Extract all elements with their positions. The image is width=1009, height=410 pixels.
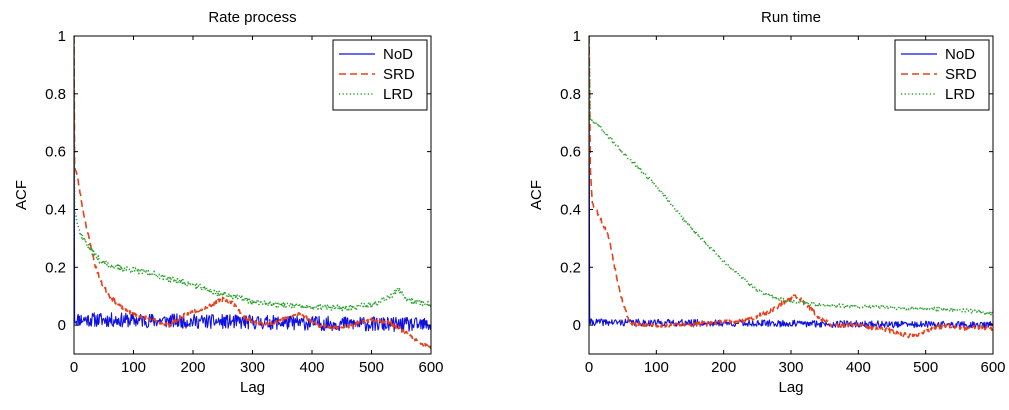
legend: NoD SRD LRD: [332, 39, 428, 111]
legend-label-lrd: LRD: [945, 86, 975, 103]
y-tick-label: 0.6: [560, 144, 581, 161]
legend-label-lrd: LRD: [383, 86, 413, 103]
x-tick-label: 200: [180, 359, 205, 376]
legend-box: [894, 39, 990, 111]
x-tick-label: 300: [240, 359, 265, 376]
x-axis-label: Lag: [240, 379, 265, 396]
series-line-lrd: [74, 36, 431, 312]
y-tick-label: 0.8: [560, 86, 581, 103]
series-line-srd: [589, 36, 993, 339]
chart-panel-1: 0 100 200 300 400 500 600 0 0.2 0.4 0.6 0.8 1 Rate pr…: [13, 9, 444, 396]
y-tick-label: 1: [58, 28, 66, 45]
chart-title: Rate process: [208, 9, 296, 26]
legend-label-srd: SRD: [945, 66, 977, 83]
x-tick-label: 100: [644, 359, 669, 376]
x-tick-label: 0: [585, 359, 593, 376]
series-group: [74, 36, 431, 350]
x-tick-label: 600: [980, 359, 1005, 376]
y-tick-label: 0.4: [45, 201, 66, 218]
y-tick-label: 1: [573, 28, 581, 45]
legend-label-nod: NoD: [945, 46, 975, 63]
y-tick-label: 0.4: [560, 201, 581, 218]
x-tick-label: 400: [846, 359, 871, 376]
x-tick-label: 100: [121, 359, 146, 376]
x-tick-label: 500: [913, 359, 938, 376]
x-tick-label: 600: [418, 359, 443, 376]
legend-box: [332, 39, 428, 111]
x-tick-label: 400: [299, 359, 324, 376]
series-group: [589, 36, 993, 339]
chart-title: Run time: [761, 9, 821, 26]
y-tick-label: 0.8: [45, 86, 66, 103]
x-tick-label: 300: [778, 359, 803, 376]
y-tick-label: 0: [58, 317, 66, 334]
x-tick-label: 500: [359, 359, 384, 376]
series-line-nod: [589, 36, 993, 329]
y-axis-label: ACF: [13, 180, 30, 210]
x-tick-label: 200: [711, 359, 736, 376]
chart-panel-2: 0 100 200 300 400 500 600 0 0.2 0.4 0.6 0.8 1 Run tim…: [528, 9, 1006, 396]
y-tick-label: 0: [573, 317, 581, 334]
legend: NoD SRD LRD: [894, 39, 990, 111]
legend-label-nod: NoD: [383, 46, 413, 63]
series-line-srd: [74, 36, 431, 350]
y-tick-label: 0.2: [45, 259, 66, 276]
legend-label-srd: SRD: [383, 66, 415, 83]
x-axis-label: Lag: [778, 379, 803, 396]
y-tick-label: 0.6: [45, 144, 66, 161]
y-axis-label: ACF: [528, 180, 545, 210]
x-tick-label: 0: [70, 359, 78, 376]
y-tick-label: 0.2: [560, 259, 581, 276]
